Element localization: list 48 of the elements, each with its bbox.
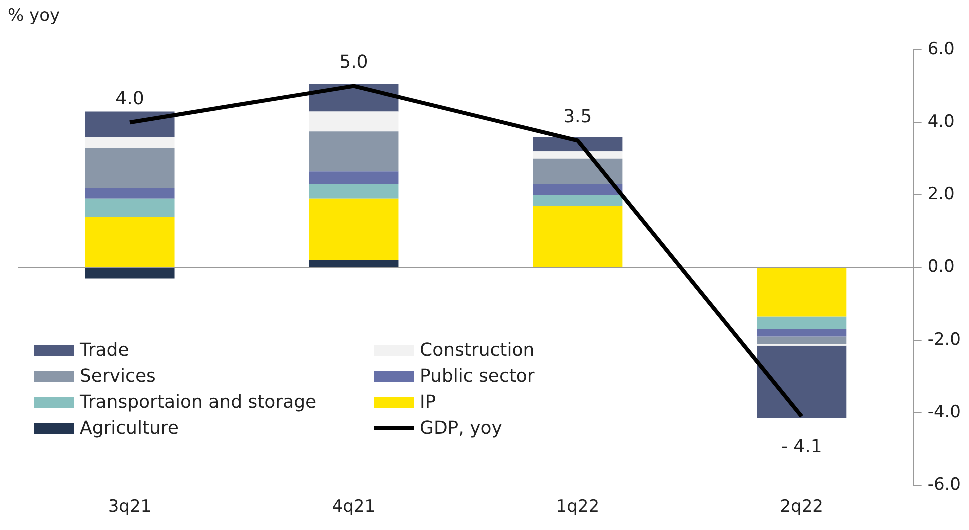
data-label: 5.0 <box>340 52 368 73</box>
bar <box>85 112 175 138</box>
bar <box>757 330 847 337</box>
legend-label: Public sector <box>420 366 535 386</box>
data-label: - 4.1 <box>781 436 822 458</box>
y-axis-title: % yoy <box>8 6 60 26</box>
legend-label: Trade <box>80 340 130 360</box>
bar <box>533 195 623 206</box>
bar <box>309 184 399 199</box>
bar <box>309 172 399 184</box>
bar <box>533 184 623 196</box>
legend-label: Transportaion and storage <box>80 392 317 412</box>
bar <box>85 188 175 199</box>
legend-label: GDP, yoy <box>420 418 502 438</box>
bar <box>309 112 399 132</box>
bar <box>85 268 175 279</box>
legend-label: Agriculture <box>80 418 179 438</box>
legend-label: Construction <box>420 340 535 360</box>
bar <box>757 336 847 344</box>
y-tick-label: 6.0 <box>928 39 955 60</box>
bar <box>85 216 175 268</box>
bar <box>757 316 847 330</box>
bar <box>757 346 847 418</box>
x-tick-label: 4q21 <box>332 497 376 518</box>
y-tick-label: 4.0 <box>928 112 955 132</box>
x-tick-label: 2q22 <box>780 497 824 518</box>
bar <box>533 137 623 152</box>
bar <box>533 158 623 184</box>
y-tick-label: -4.0 <box>928 402 961 422</box>
bar <box>757 268 847 317</box>
y-tick-label: 2.0 <box>928 184 955 205</box>
y-tick-label: -2.0 <box>928 330 961 350</box>
x-tick-label: 1q22 <box>556 497 600 518</box>
data-label: 4.0 <box>116 88 144 110</box>
bar <box>533 152 623 159</box>
bar <box>533 206 623 268</box>
data-label: 3.5 <box>564 106 592 128</box>
bar <box>309 260 399 268</box>
x-tick-label: 3q21 <box>108 497 152 518</box>
y-tick-label: -6.0 <box>928 475 961 496</box>
bar <box>85 137 175 148</box>
y-tick-label: 0.0 <box>928 257 955 278</box>
bar <box>309 198 399 261</box>
bar <box>85 148 175 188</box>
legend-label: Services <box>80 366 156 386</box>
legend-label: IP <box>420 392 436 412</box>
bar <box>309 132 399 172</box>
bar <box>85 198 175 217</box>
